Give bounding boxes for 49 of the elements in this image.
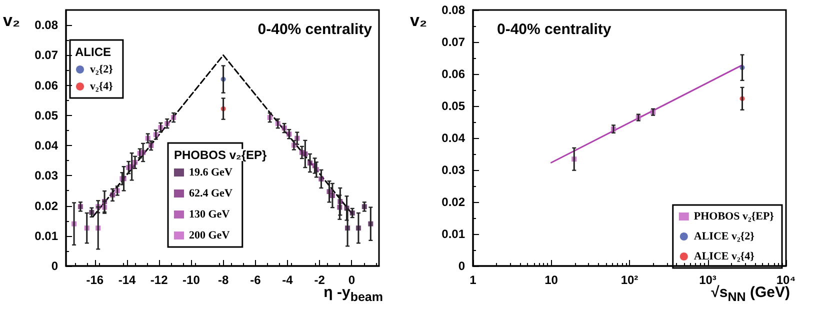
legend-label: v₂{2} bbox=[90, 64, 113, 76]
legend-label: 62.4 GeV bbox=[189, 188, 232, 200]
y-tick-label: 0.02 bbox=[442, 195, 466, 209]
y-tick-label: 0.05 bbox=[34, 108, 58, 122]
x-tick-label: -6 bbox=[250, 273, 262, 287]
y-tick-label: 0.07 bbox=[442, 35, 466, 49]
y-tick-label: 0.03 bbox=[442, 163, 466, 177]
annotation: 0-40% centrality bbox=[258, 21, 373, 38]
y-tick-label: 0.02 bbox=[34, 198, 58, 213]
legend-label: 130 GeV bbox=[189, 208, 230, 220]
x-tick-label: 0 bbox=[348, 273, 356, 287]
y-tick-label: 0.08 bbox=[34, 18, 58, 32]
x-tick-label: -4 bbox=[282, 273, 294, 287]
x-tick-label: 10² bbox=[620, 273, 638, 287]
y-tick-label: 0.01 bbox=[442, 227, 466, 241]
legend-label: 19.6 GeV bbox=[189, 166, 232, 178]
y-tick-label: 0.07 bbox=[34, 48, 58, 62]
x-tick-label: 1 bbox=[470, 273, 477, 287]
y-tick-label: 0.05 bbox=[442, 99, 466, 113]
legend-label: PHOBOS v₂{EP} bbox=[694, 210, 774, 222]
y-tick-label: 0.04 bbox=[34, 138, 58, 153]
y-tick-label: 0.04 bbox=[442, 131, 466, 145]
legend-label: ALICE v₂{4} bbox=[694, 250, 754, 262]
x-tick-label: 10 bbox=[544, 273, 558, 287]
y-tick-label: 0.03 bbox=[34, 168, 58, 183]
x-tick-label: 10⁴ bbox=[776, 273, 796, 287]
x-tick-label: -16 bbox=[86, 273, 104, 287]
x-axis-title: η -y$_{beam}$ bbox=[324, 284, 383, 304]
x-axis-title: √s$_{NN}$ (GeV) bbox=[711, 284, 790, 304]
text: PHOBOS v₂{EP} bbox=[174, 148, 267, 162]
y-tick-label: 0 bbox=[458, 259, 466, 273]
y-tick-label: 0.01 bbox=[34, 228, 58, 243]
y-axis-title: v₂ bbox=[410, 11, 428, 30]
annotation: 0-40% centrality bbox=[497, 21, 612, 38]
legend-label: 200 GeV bbox=[189, 230, 230, 242]
x-tick-label: -14 bbox=[118, 273, 136, 287]
legend-label: ALICE v₂{2} bbox=[694, 230, 754, 242]
y-tick-label: 0.08 bbox=[442, 3, 466, 17]
x-tick-label: -10 bbox=[182, 273, 200, 287]
x-tick-label: 10³ bbox=[699, 273, 716, 287]
y-tick-label: 0 bbox=[51, 259, 58, 273]
legend-label: v₂{4} bbox=[90, 80, 113, 92]
y-tick-label: 0.06 bbox=[442, 67, 466, 81]
x-tick-label: -2 bbox=[314, 273, 326, 287]
text: ALICE bbox=[75, 45, 111, 59]
y-axis-title: v₂ bbox=[2, 11, 20, 30]
x-tick-label: -12 bbox=[150, 273, 168, 287]
y-tick-label: 0.06 bbox=[34, 78, 58, 92]
x-tick-label: -8 bbox=[218, 273, 229, 287]
